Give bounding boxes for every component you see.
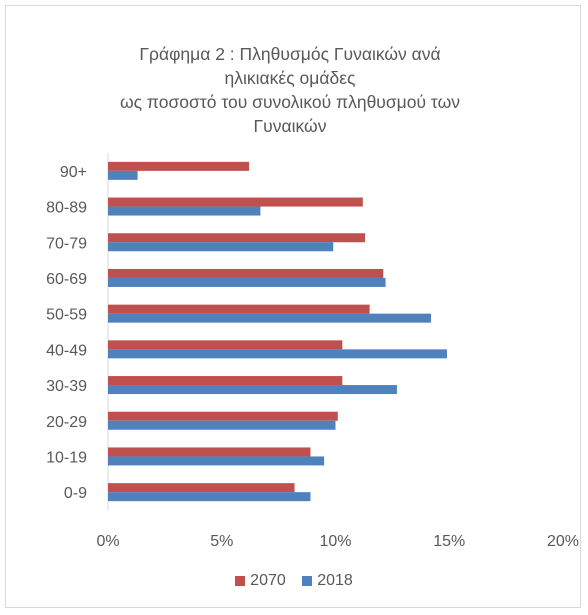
x-tick-label: 15%: [433, 533, 465, 550]
chart-title-line-4: Γυναικών: [253, 116, 327, 136]
y-tick-label: 20-29: [46, 414, 87, 431]
legend-label-2018: 2018: [317, 572, 353, 589]
bar-2070: [108, 233, 366, 243]
x-tick-label: 0%: [96, 533, 119, 550]
bar-2018: [108, 170, 138, 180]
legend-swatch-2018: [302, 576, 313, 586]
y-tick-label: 80-89: [46, 200, 87, 217]
x-tick-label: 5%: [210, 533, 233, 550]
bar-2018: [108, 385, 397, 395]
bar-2070: [108, 483, 295, 493]
y-tick-label: 0-9: [64, 485, 87, 502]
chart-legend: 2070 2018: [0, 572, 588, 591]
bar-2070: [108, 411, 338, 421]
chart-title-line-1: Γράφημα 2 : Πληθυσμός Γυναικών ανά: [139, 44, 441, 64]
bar-2018: [108, 277, 386, 287]
bar-2070: [108, 304, 370, 314]
legend-item-2070: 2070: [235, 572, 286, 590]
x-tick-label: 10%: [319, 533, 351, 550]
bar-2070: [108, 447, 311, 457]
y-tick-label: 10-19: [46, 449, 87, 466]
chart-title-line-3: ως ποσοστό του συνολικού πληθυσμού των: [119, 92, 461, 112]
bar-2018: [108, 349, 447, 359]
chart-title-line-2: ηλικιακές ομάδες: [224, 68, 356, 88]
bar-2018: [108, 456, 325, 466]
legend-item-2018: 2018: [302, 572, 353, 590]
bar-2018: [108, 206, 261, 216]
bar-2018: [108, 313, 432, 323]
bar-2070: [108, 340, 343, 350]
y-tick-label: 40-49: [46, 342, 87, 359]
bar-2070: [108, 161, 250, 171]
y-tick-label: 60-69: [46, 271, 87, 288]
legend-swatch-2070: [235, 576, 246, 586]
bar-2070: [108, 268, 384, 278]
y-tick-label: 90+: [60, 164, 87, 181]
y-tick-label: 70-79: [46, 235, 87, 252]
y-tick-label: 50-59: [46, 307, 87, 324]
bar-2018: [108, 492, 311, 502]
bar-2070: [108, 197, 363, 207]
x-tick-label: 20%: [547, 533, 579, 550]
legend-label-2070: 2070: [250, 572, 286, 589]
bar-2070: [108, 376, 343, 386]
bar-2018: [108, 242, 334, 252]
chart-title: Γράφημα 2 : Πληθυσμός Γυναικών ανά ηλικι…: [60, 42, 520, 138]
bar-2018: [108, 420, 336, 430]
y-tick-label: 30-39: [46, 378, 87, 395]
